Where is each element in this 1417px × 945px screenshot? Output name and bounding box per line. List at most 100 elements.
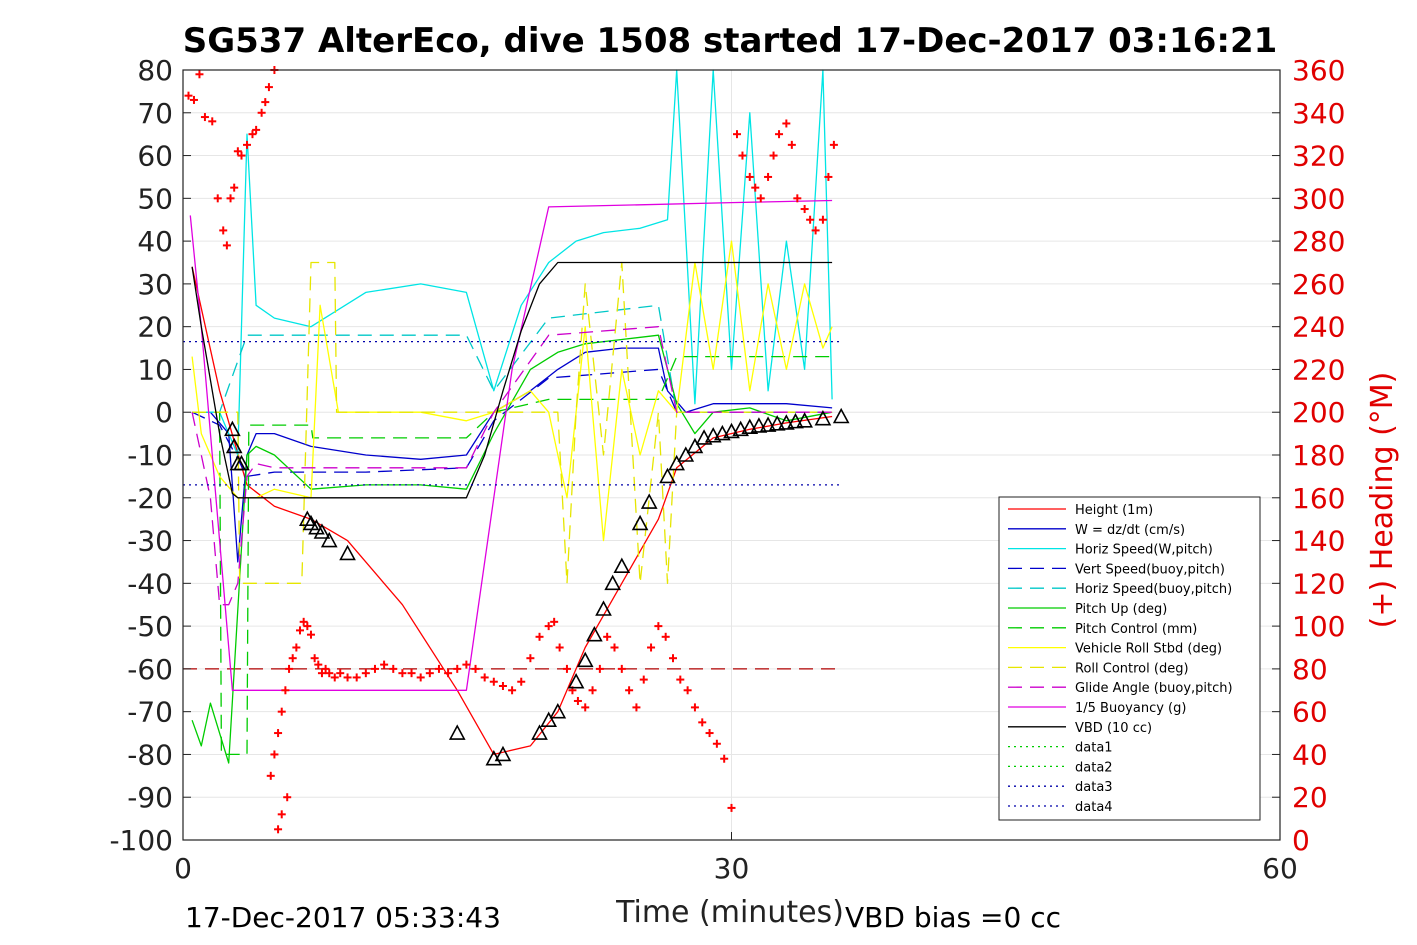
heading-point [425,669,434,678]
triangle-marker [631,514,649,531]
heading-point [252,125,261,134]
heading-point [416,673,425,682]
heading-point [535,632,544,641]
right-axis-label: (+) Heading (°M) [1365,372,1400,629]
triangle-marker [677,446,695,462]
heading-point [321,664,330,673]
right-tick-label: 300 [1292,182,1345,215]
left-tick-label: -40 [127,567,173,600]
left-tick-label: -80 [127,738,173,771]
right-tick-label: 280 [1292,225,1345,258]
heading-point [471,664,480,673]
heading-point [434,664,443,673]
heading-point [264,83,273,92]
triangle-marker [613,557,631,574]
right-tick-label: 60 [1292,696,1328,729]
heading-point [330,673,339,682]
heading-point [200,113,209,122]
heading-point [793,194,802,203]
heading-point [222,241,231,250]
heading-point [517,677,526,686]
heading-point [818,215,827,224]
heading-point [588,686,597,695]
right-tick-label: 220 [1292,353,1345,386]
triangle-marker [224,420,241,437]
heading-point [720,754,729,763]
triangle-marker [695,429,713,445]
heading-point [266,771,275,780]
series-line-10 [189,199,833,691]
series-line-9 [191,326,833,606]
legend-entry-5: Pitch Up (deg) [1075,602,1167,617]
right-tick-label: 40 [1292,738,1328,771]
left-tick-label: 80 [137,54,173,87]
legend-entry-13: data2 [1075,760,1113,775]
x-tick-label: 30 [714,852,750,885]
heading-point [751,183,760,192]
legend-entry-15: data4 [1075,800,1113,815]
heading-point [603,632,612,641]
heading-point [361,669,370,678]
triangle-marker [531,724,548,740]
left-tick-label: -70 [127,696,173,729]
legend-entry-3: Vert Speed(buoy,pitch) [1075,562,1225,577]
triangle-marker [704,427,722,443]
right-tick-label: 360 [1292,54,1345,87]
heading-point [555,643,564,652]
series-line-7 [191,240,833,542]
heading-point [288,654,297,663]
triangle-marker [759,416,777,432]
series-line-11 [191,261,833,499]
triangle-marker [586,625,603,642]
right-tick-label: 340 [1292,97,1345,130]
legend-entry-2: Horiz Speed(W,pitch) [1075,543,1213,558]
heading-point [811,226,820,235]
left-axis-ticks: 80 70 60 50 40 30 20 10 0 -10 -20 -30 -40 -50 -60 -70 -8… [109,54,191,857]
legend-entry-6: Pitch Control (mm) [1075,622,1197,637]
heading-point [283,793,292,802]
heading-point [208,117,217,126]
triangle-marker [540,711,558,728]
triangle-marker [832,407,850,424]
heading-point [727,803,736,812]
heading-point [317,669,326,678]
heading-point [787,140,796,149]
legend-box [998,496,1261,821]
heading-point [299,617,308,626]
heading-point [683,686,692,695]
heading-point [625,686,634,695]
heading-point [632,703,641,712]
x-axis-label: Time (minutes) [615,895,844,930]
right-tick-label: 0 [1292,824,1310,857]
legend-entry-8: Roll Control (deg) [1075,661,1189,676]
right-tick-label: 20 [1292,781,1328,814]
heading-point [756,194,765,203]
heading-point [676,675,685,684]
left-tick-label: -50 [127,610,173,643]
triangle-marker [814,409,832,426]
heading-point [274,729,283,738]
legend-entry-4: Horiz Speed(buoy,pitch) [1075,582,1232,597]
x-tick-label: 0 [174,852,192,885]
left-tick-label: 0 [155,396,173,429]
heading-point [453,664,462,673]
triangle-marker [668,454,685,471]
heading-point [462,660,471,669]
x-axis-ticks: 0 30 60 [174,832,1298,885]
heading-point [705,729,714,738]
heading-point [562,664,571,673]
heading-point [508,686,517,695]
heading-point [732,130,741,139]
triangle-marker [494,745,512,762]
heading-point [219,226,228,235]
heading-point [325,669,334,678]
series-line-4 [192,304,833,413]
heading-point [661,632,670,641]
left-tick-label: 70 [137,97,173,130]
right-tick-label: 160 [1292,482,1345,515]
heading-point [544,622,553,631]
triangle-marker [225,437,243,454]
right-tick-label: 260 [1292,268,1345,301]
triangle-marker [339,544,356,561]
triangle-marker [298,510,316,526]
